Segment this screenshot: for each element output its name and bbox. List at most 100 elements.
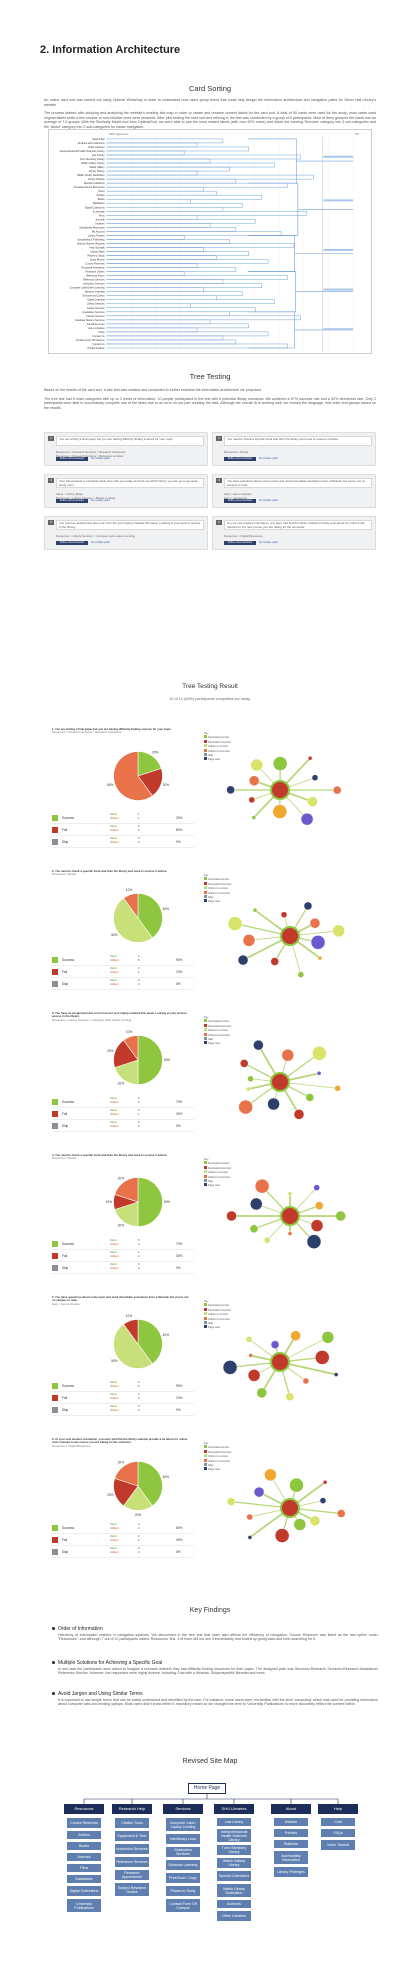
sitemap-page[interactable]: Reference Services	[115, 1857, 149, 1867]
dendro-branch	[106, 182, 288, 188]
pietree-node	[222, 1360, 238, 1375]
define-answers-button[interactable]: Define correct answers	[224, 457, 256, 461]
key-label: Nominated incorrect	[208, 882, 232, 886]
sitemap-page[interactable]: Digital Collections	[67, 1886, 101, 1896]
sitemap-page[interactable]: Walsh Gallery Library	[217, 1858, 251, 1868]
key-swatch	[204, 1041, 207, 1045]
define-answers-button[interactable]: Define correct answers	[56, 541, 88, 545]
sitemap-category[interactable]: Research Help	[112, 1804, 152, 1814]
dendro-branch	[106, 235, 185, 240]
sitemap-page[interactable]: Contact Form Off Campus	[166, 1899, 200, 1912]
sitemap-page[interactable]: Archives	[217, 1900, 251, 1908]
task-question[interactable]: You need to check a specific book and th…	[224, 436, 372, 446]
dendro-group-bracket	[247, 138, 297, 184]
sitemap-page[interactable]: Turro Seminary Library	[217, 1845, 251, 1855]
key-swatch	[204, 1028, 207, 1032]
pietree-node	[315, 1350, 330, 1365]
define-answers-button[interactable]: Define correct answers	[224, 541, 256, 545]
multiple-paths-link[interactable]: Set multiple paths	[91, 457, 111, 460]
pietree-node	[227, 916, 243, 931]
sitemap-page[interactable]: Accessibility Information	[274, 1851, 308, 1864]
sitemap-page[interactable]: Statistics	[274, 1840, 308, 1848]
key-item: Nominated incorrect	[204, 1023, 231, 1028]
task-correct-path: Resources > Books	[224, 450, 248, 454]
task-question[interactable]: At your new student orientation, you wer…	[224, 520, 372, 530]
pietree-node	[248, 775, 260, 786]
sitemap-page[interactable]: Computer Labs / Laptop Lending	[166, 1818, 200, 1831]
multiple-paths-link[interactable]: Set multiple paths	[259, 499, 279, 502]
sitemap-category[interactable]: About	[271, 1804, 311, 1814]
multiple-paths-link[interactable]: Set multiple paths	[91, 541, 111, 544]
define-answers-button[interactable]: Define correct answers	[56, 499, 88, 503]
stat-indirect-label: Indirect	[110, 1124, 119, 1128]
pietree-node	[309, 1515, 321, 1527]
sitemap-page[interactable]: Citation Tools	[115, 1818, 149, 1828]
key-swatch	[204, 1307, 207, 1311]
sitemap-page[interactable]: Places to Study	[166, 1886, 200, 1896]
stat-indirect-label: Indirect	[110, 828, 119, 832]
key-swatch	[204, 753, 207, 757]
sitemap-page[interactable]: Policies	[274, 1829, 308, 1837]
sitemap-page[interactable]: Video Tutorial	[321, 1840, 355, 1850]
sitemap-page[interactable]: Articles	[67, 1831, 101, 1839]
task-question[interactable]: You are writing a final paper but you ar…	[56, 436, 204, 446]
stat-label: Skip	[62, 982, 69, 986]
sitemap-page[interactable]: Other Libraries	[217, 1911, 251, 1921]
multiple-paths-link[interactable]: Set multiple paths	[259, 541, 279, 544]
result-block: 1. You are writing a final paper but you…	[44, 727, 376, 848]
sitemap-page[interactable]: Subject Research Guides	[115, 1883, 149, 1896]
result-question-text: 6. At your new student orientation, you …	[52, 1437, 188, 1445]
define-answers-button[interactable]: Define correct answers	[224, 499, 256, 503]
dendro-label: Search Bar	[92, 138, 105, 141]
sitemap-page[interactable]: Interlibrary Loan	[166, 1834, 200, 1844]
sitemap-page[interactable]: Distance Learning	[166, 1860, 200, 1870]
result-block: 5. You have questions about some topic a…	[44, 1295, 376, 1416]
sitemap-page[interactable]: Walsh Library Dedication	[217, 1884, 251, 1897]
sitemap-page[interactable]: Journals	[67, 1853, 101, 1861]
sitemap-page[interactable]: Databases	[67, 1875, 101, 1883]
stat-label: Fail	[62, 828, 68, 832]
sitemap-page[interactable]: Special Collections	[217, 1871, 251, 1881]
stat-indirect-count: 1	[138, 816, 140, 820]
task-question[interactable]: You have questions about some topics and…	[224, 478, 372, 488]
define-answers-button[interactable]: Define correct answers	[56, 457, 88, 461]
sitemap-page[interactable]: Mission	[274, 1818, 308, 1826]
result-correct-path: Resources > Digital Resources	[52, 1443, 91, 1448]
result-pie-chart: 40% 50% 10%	[111, 1314, 169, 1369]
key-swatch	[204, 757, 207, 761]
sitemap-page[interactable]: Books	[67, 1842, 101, 1850]
multiple-paths-link[interactable]: Set multiple paths	[259, 457, 279, 460]
key-label: Indirect to incorrect	[208, 1033, 231, 1037]
sitemap-page[interactable]: Chat	[321, 1818, 355, 1826]
dendro-label: Library History	[89, 170, 106, 173]
sitemap-page[interactable]: Instruction Services	[115, 1844, 149, 1854]
sitemap-page[interactable]: Films	[67, 1864, 101, 1872]
sitemap-page[interactable]: Law Library	[217, 1818, 251, 1826]
sitemap-category[interactable]: Help	[318, 1804, 358, 1814]
task-question[interactable]: Your friend wants to schedule study time…	[56, 478, 204, 488]
sitemap-page[interactable]: Equipment & Tech	[115, 1831, 149, 1841]
task-question[interactable]: You need an assignment due in an hour bu…	[56, 520, 204, 530]
dendro-label: Printed Institute	[87, 347, 105, 350]
sitemap-page[interactable]: Graduation Services	[166, 1847, 200, 1857]
dendro-branch	[106, 227, 237, 232]
pietree-node	[310, 1219, 324, 1232]
sitemap-page[interactable]: University Publications	[67, 1899, 101, 1912]
sitemap-page[interactable]: Print/Scan / Copy	[166, 1873, 200, 1883]
sitemap-page[interactable]: Research Appointment	[115, 1870, 149, 1880]
sitemap-page[interactable]: Course Reserves	[67, 1818, 101, 1828]
result-question: 2. You need to check a specific book and…	[52, 869, 190, 884]
sitemap-category[interactable]: Resources	[64, 1804, 104, 1814]
sitemap-page[interactable]: FAQs	[321, 1829, 355, 1837]
multiple-paths-link[interactable]: Set multiple paths	[91, 499, 111, 502]
key-item: Nominated correct	[204, 1445, 231, 1449]
result-question-text: 4. You need to check a specific book and…	[52, 1153, 168, 1157]
sitemap-home: Home Page	[188, 1783, 226, 1794]
sitemap-page[interactable]: Library Privileges	[274, 1867, 308, 1877]
sitemap-category[interactable]: SHU Libraries	[214, 1804, 254, 1814]
sitemap-category[interactable]: Services	[163, 1804, 203, 1814]
stat-percent: 70%	[176, 1100, 183, 1104]
sitemap-page[interactable]: Interprofessional Health Sciences Librar…	[217, 1829, 251, 1842]
stat-swatch	[52, 839, 58, 845]
stat-direct-label: Direct	[110, 1405, 117, 1408]
